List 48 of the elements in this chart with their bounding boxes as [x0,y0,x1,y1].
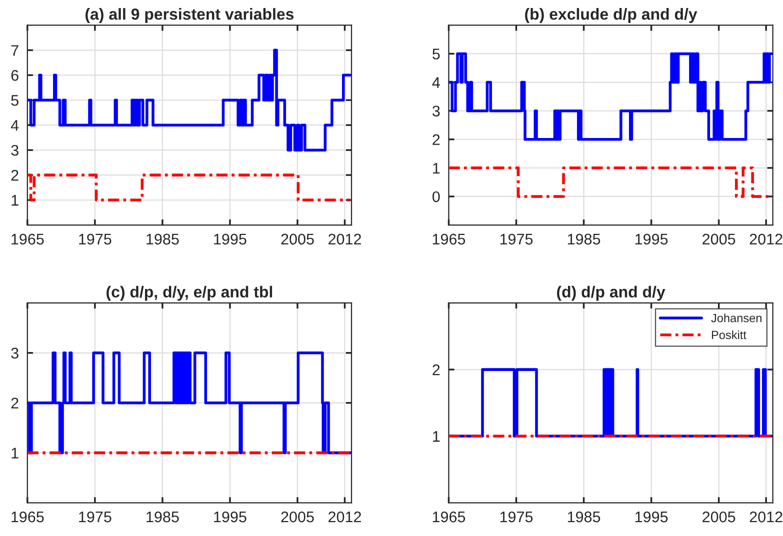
x-tick-label: 1995 [635,234,668,245]
legend-label: Poskitt [712,330,746,340]
x-tick-label: 2005 [281,234,314,245]
x-tick-label: 2012 [750,512,782,522]
y-tick-label: 2 [11,398,18,408]
chart-title: (c) d/p, d/y, e/p and tbl [106,286,272,301]
x-tick-label: 1965 [12,512,44,522]
y-tick-label: 1 [433,162,440,174]
y-tick-label: 3 [11,348,18,359]
y-tick-label: 5 [432,48,440,60]
y-tick-label: 2 [11,170,18,181]
x-tick-label: 1985 [568,512,600,522]
y-tick-label: 2 [432,364,440,376]
x-tick-label: 1975 [500,512,533,522]
x-tick-label: 1995 [635,512,668,522]
chart-title: (b) exclude d/p and d/y [525,8,698,23]
y-tick-label: 1 [12,448,18,458]
x-tick-label: 1965 [432,512,466,522]
y-tick-label: 4 [432,77,440,88]
y-tick-label: 2 [432,134,440,145]
y-tick-label: 7 [11,45,18,56]
x-tick-label: 2012 [328,512,361,522]
x-tick-label: 1965 [12,234,44,245]
x-tick-label: 1975 [500,234,533,245]
x-tick-label: 1975 [79,234,112,245]
y-tick-label: 5 [11,95,18,106]
chart-title: (a) all 9 persistent variables [86,8,294,23]
y-tick-label: 0 [432,191,440,202]
x-tick-label: 1965 [432,234,466,245]
y-tick-label: 6 [11,70,18,81]
x-tick-label: 2005 [281,512,314,522]
x-tick-label: 1995 [214,234,246,245]
y-tick-label: 4 [10,120,19,131]
x-tick-label: 1975 [79,512,112,522]
x-tick-label: 2005 [702,512,736,522]
x-tick-label: 2005 [702,234,736,245]
x-tick-label: 1995 [214,512,246,522]
x-tick-label: 1985 [146,234,179,245]
y-tick-label: 1 [12,195,18,206]
y-tick-label: 3 [11,144,18,156]
legend-label: Johansen [711,314,762,322]
x-tick-label: 1985 [146,512,179,522]
y-tick-label: 1 [433,431,440,442]
x-tick-label: 2012 [750,234,782,245]
x-tick-label: 2012 [328,234,361,245]
chart-title: (d) d/p and d/y [557,286,666,301]
y-tick-label: 3 [432,106,440,117]
x-tick-label: 1985 [568,234,600,245]
